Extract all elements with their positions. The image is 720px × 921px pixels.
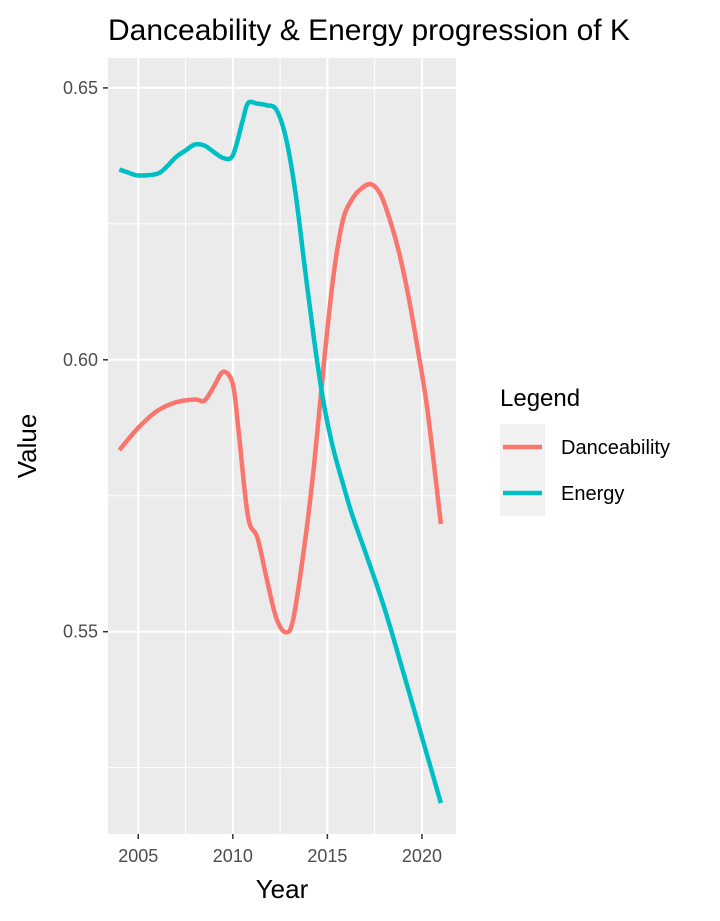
y-axis: 0.55 0.60 0.65 bbox=[63, 78, 108, 642]
x-tick-label: 2010 bbox=[213, 846, 253, 866]
legend-label-danceability: Danceability bbox=[561, 437, 670, 459]
major-gridlines bbox=[108, 58, 456, 834]
chart-title: Danceability & Energy progression of K bbox=[108, 14, 630, 47]
x-axis: 2005 2010 2015 2020 bbox=[118, 834, 442, 866]
legend-key-background bbox=[500, 424, 545, 516]
x-axis-title: Year bbox=[256, 874, 309, 904]
plot-panel bbox=[108, 58, 456, 834]
y-tick-label: 0.65 bbox=[63, 78, 98, 98]
y-tick-label: 0.60 bbox=[63, 350, 98, 370]
x-tick-label: 2020 bbox=[402, 846, 442, 866]
legend: Legend Danceability Energy bbox=[500, 385, 670, 516]
y-axis-title: Value bbox=[12, 414, 42, 479]
series-line-energy bbox=[118, 99, 444, 804]
x-tick-label: 2005 bbox=[118, 846, 158, 866]
series-layer bbox=[117, 99, 444, 804]
legend-title: Legend bbox=[500, 385, 580, 412]
legend-label-energy: Energy bbox=[561, 483, 624, 505]
x-tick-label: 2015 bbox=[307, 846, 347, 866]
minor-gridlines bbox=[108, 58, 456, 834]
legend-items: Danceability Energy bbox=[503, 437, 670, 505]
y-tick-label: 0.55 bbox=[63, 622, 98, 642]
series-line-danceability bbox=[117, 181, 444, 635]
